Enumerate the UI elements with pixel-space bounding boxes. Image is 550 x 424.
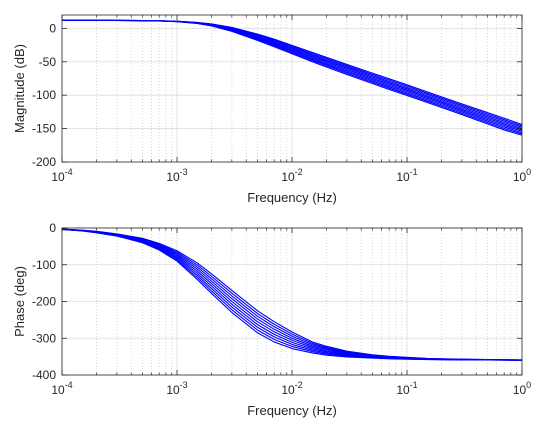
- x-axis-label: Frequency (Hz): [247, 190, 337, 205]
- x-tick-label: 10-1: [396, 167, 417, 184]
- y-tick-label: -150: [32, 122, 56, 136]
- y-tick-label: 0: [49, 221, 56, 235]
- series-line-9: [62, 19, 523, 136]
- x-tick-label: 10-4: [51, 380, 72, 397]
- x-tick-label: 10-1: [396, 380, 417, 397]
- x-tick-label: 10-2: [281, 167, 302, 184]
- y-tick-label: -100: [32, 258, 56, 272]
- x-tick-label: 10-3: [166, 380, 187, 397]
- y-tick-label: -100: [32, 88, 56, 102]
- y-tick-label: -300: [32, 331, 56, 345]
- series-line-9: [61, 228, 523, 361]
- phase-axes: 10-4 10-3 10-2 10-1 100 0 -100 -200 -300 -400 Freq…: [12, 221, 531, 418]
- y-axis-label: Magnitude (dB): [12, 44, 27, 133]
- y-axis-label: Phase (deg): [12, 266, 27, 337]
- y-tick-label: 0: [49, 21, 56, 35]
- x-tick-label: 10-2: [281, 380, 302, 397]
- x-tick-label: 100: [513, 380, 531, 397]
- y-tick-label: -200: [32, 295, 56, 309]
- y-tick-label: -50: [39, 55, 57, 69]
- y-tick-label: -400: [32, 368, 56, 382]
- x-tick-label: 100: [513, 167, 531, 184]
- y-tick-label: -200: [32, 155, 56, 169]
- x-axis-label: Frequency (Hz): [247, 403, 337, 418]
- x-tick-label: 10-3: [166, 167, 187, 184]
- x-tick-label: 10-4: [51, 167, 72, 184]
- magnitude-axes: 10-4 10-3 10-2 10-1 100 0 -50 -100 -150 -200 Frequ…: [12, 14, 531, 205]
